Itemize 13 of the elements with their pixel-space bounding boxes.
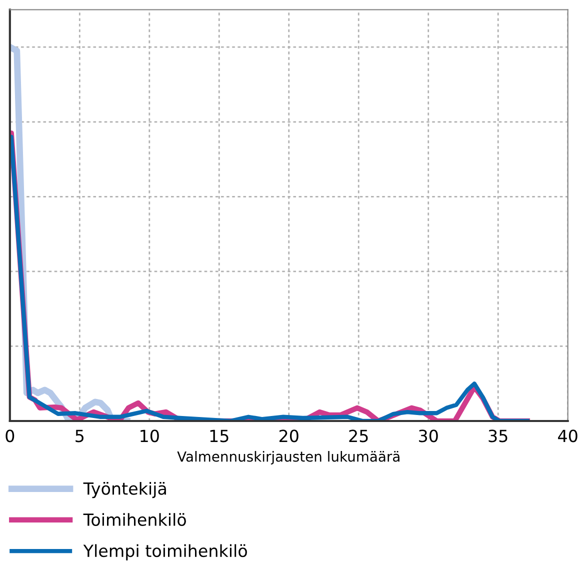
x-tick-label: 30 [419,430,438,442]
legend-label: Ylempi toimihenkilö [83,544,247,560]
legend-label: Toimihenkilö [83,513,186,526]
x-tick-label: 25 [349,430,368,442]
x-tick-label: 10 [140,430,159,442]
x-axis-title: Valmennuskirjausten lukumäärä [177,451,400,464]
x-tick-label: 15 [210,430,228,442]
legend-label: Työntekijä [83,482,166,498]
x-tick-label: 35 [488,430,508,442]
x-tick-label: 20 [279,430,298,442]
x-tick-label: 0 [6,430,14,442]
x-tick-label: 5 [76,430,84,442]
x-tick-label: 40 [558,430,578,442]
